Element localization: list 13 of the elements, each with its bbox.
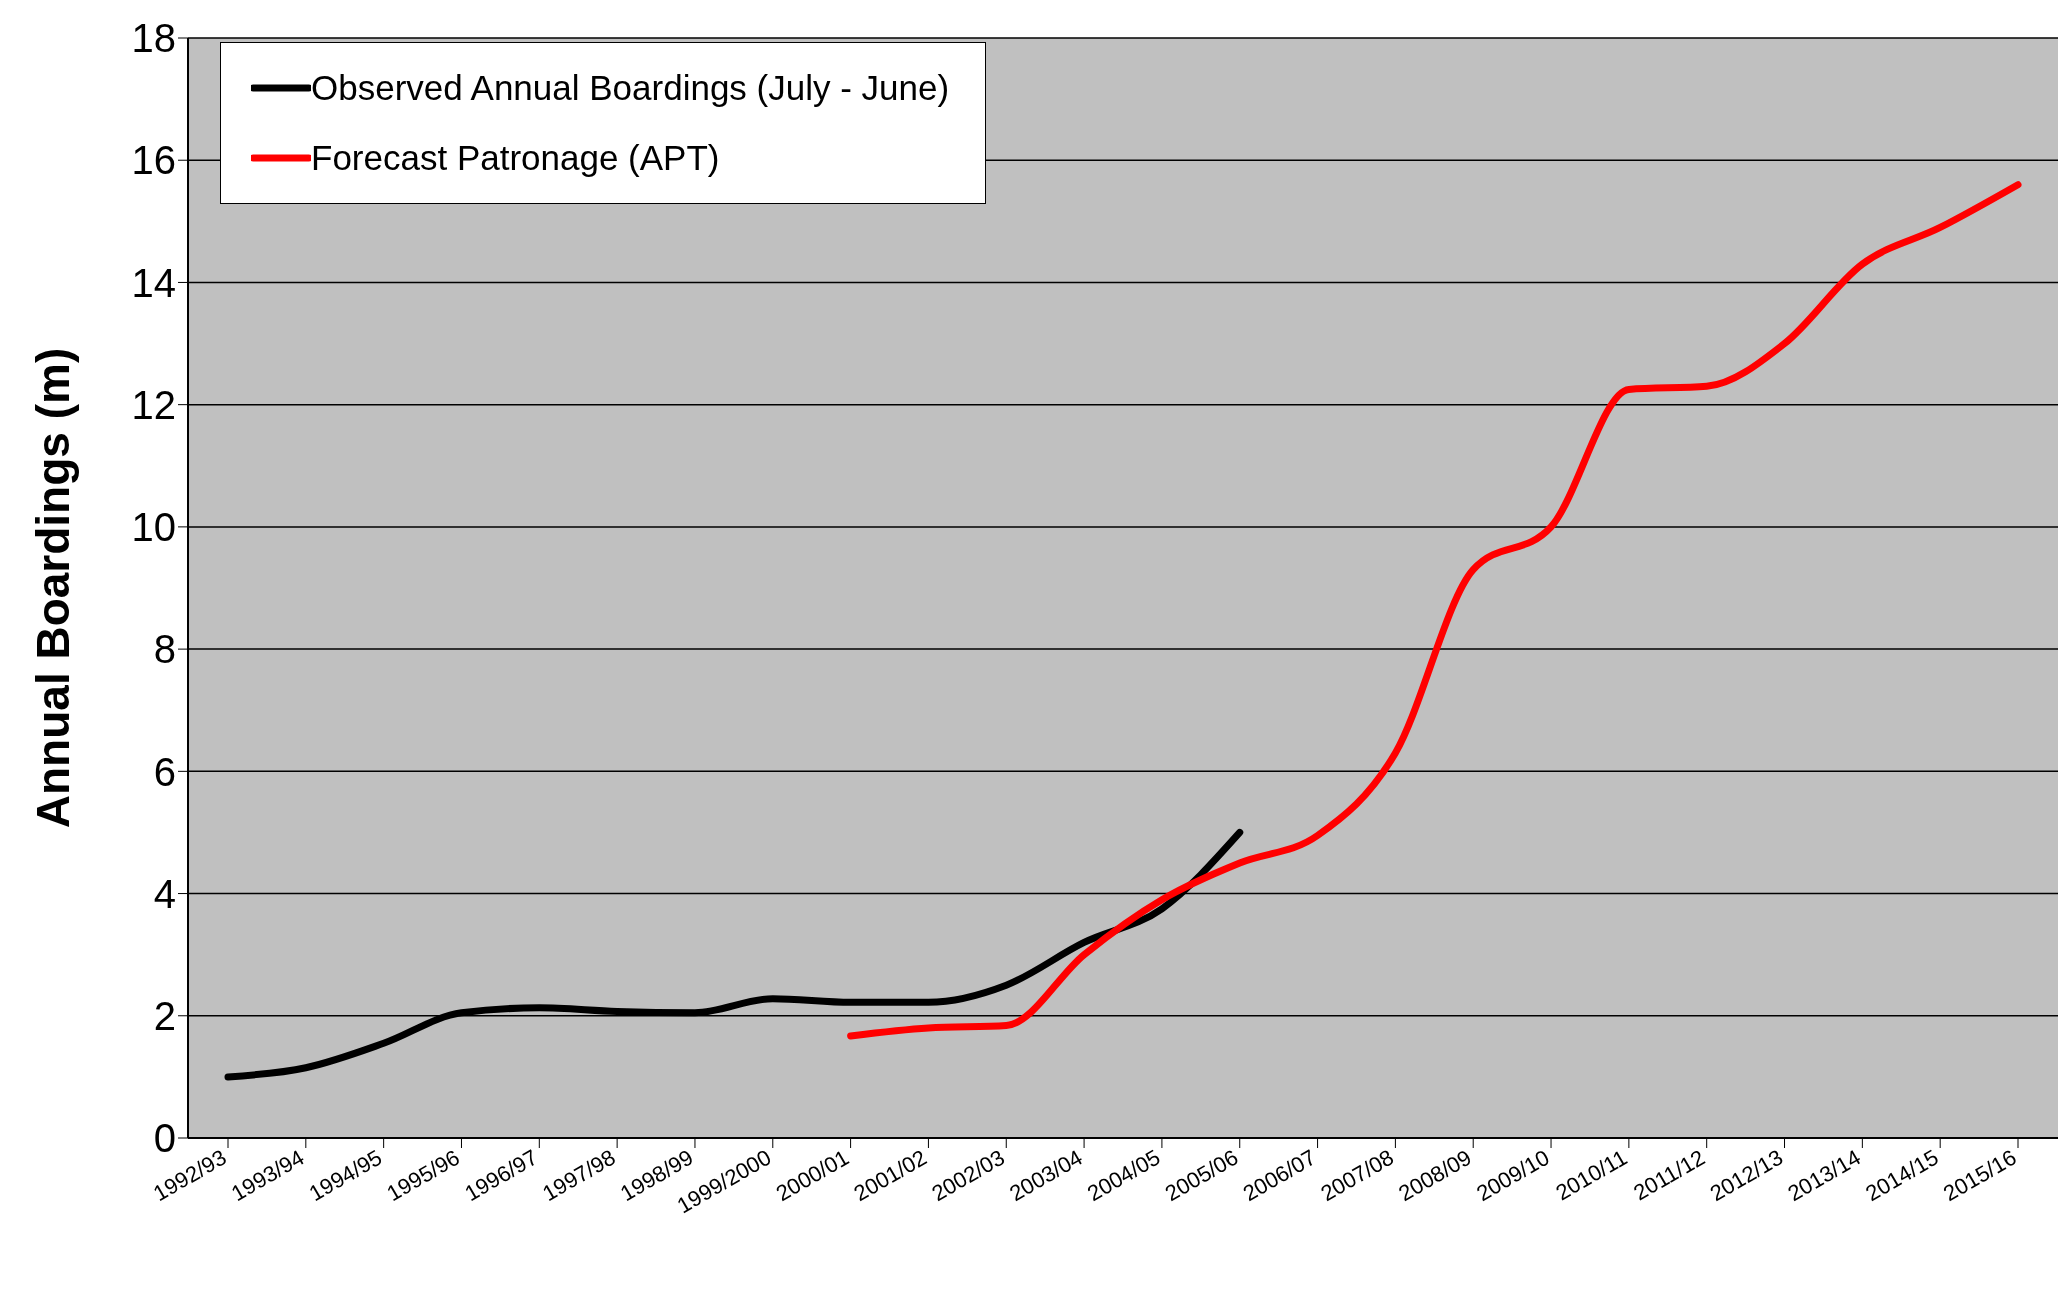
y-tick-label: 8 [153, 627, 176, 672]
y-tick-label: 12 [131, 382, 176, 427]
y-tick-label: 16 [131, 138, 176, 183]
y-tick-label: 2 [153, 993, 176, 1038]
y-tick-label: 14 [131, 260, 176, 305]
y-tick-label: 18 [131, 16, 176, 61]
legend-label: Forecast Patronage (APT) [311, 138, 720, 178]
y-tick-label: 10 [131, 505, 176, 550]
y-tick-label: 0 [153, 1116, 176, 1161]
y-tick-label: 6 [153, 749, 176, 794]
y-tick-label: 4 [153, 871, 176, 916]
legend-label: Observed Annual Boardings (July - June) [311, 68, 950, 108]
y-axis-title: Annual Boardings (m) [27, 347, 80, 829]
